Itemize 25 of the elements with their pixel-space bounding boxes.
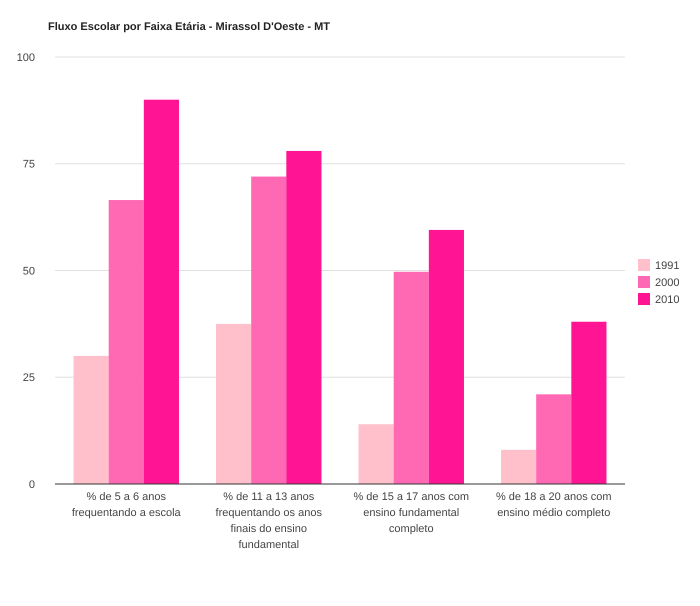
y-tick-label: 0 bbox=[28, 478, 35, 491]
x-tick-label: % de 11 a 13 anos frequentando os anos finais do ensino fundamental bbox=[216, 491, 322, 551]
x-tick-label: % de 15 a 17 anos com ensino fundamental completo bbox=[353, 491, 470, 535]
bar bbox=[144, 100, 179, 484]
x-tick-label: % de 5 a 6 anos frequentando a escola bbox=[72, 491, 182, 519]
y-tick-label: 100 bbox=[16, 52, 35, 64]
chart-title: Fluxo Escolar por Faixa Etária - Mirassol D'Oeste - MT bbox=[48, 21, 330, 33]
bar bbox=[536, 394, 572, 484]
y-tick-label: 75 bbox=[22, 158, 35, 171]
bar bbox=[286, 150, 322, 484]
bar bbox=[108, 200, 144, 484]
legend-label: 1991 bbox=[655, 260, 680, 272]
bar bbox=[251, 176, 286, 484]
bar bbox=[74, 356, 109, 484]
bar bbox=[501, 450, 536, 484]
legend-label: 2010 bbox=[655, 294, 680, 306]
y-tick-label: 25 bbox=[22, 372, 35, 384]
bar bbox=[216, 324, 252, 484]
y-tick-label: 50 bbox=[22, 265, 35, 278]
bar bbox=[571, 322, 606, 484]
legend-label: 2000 bbox=[655, 276, 680, 289]
bar bbox=[394, 272, 429, 484]
bar bbox=[428, 230, 464, 484]
bar bbox=[358, 424, 394, 484]
x-tick-label: % de 18 a 20 anos com ensino médio completo bbox=[496, 491, 612, 519]
